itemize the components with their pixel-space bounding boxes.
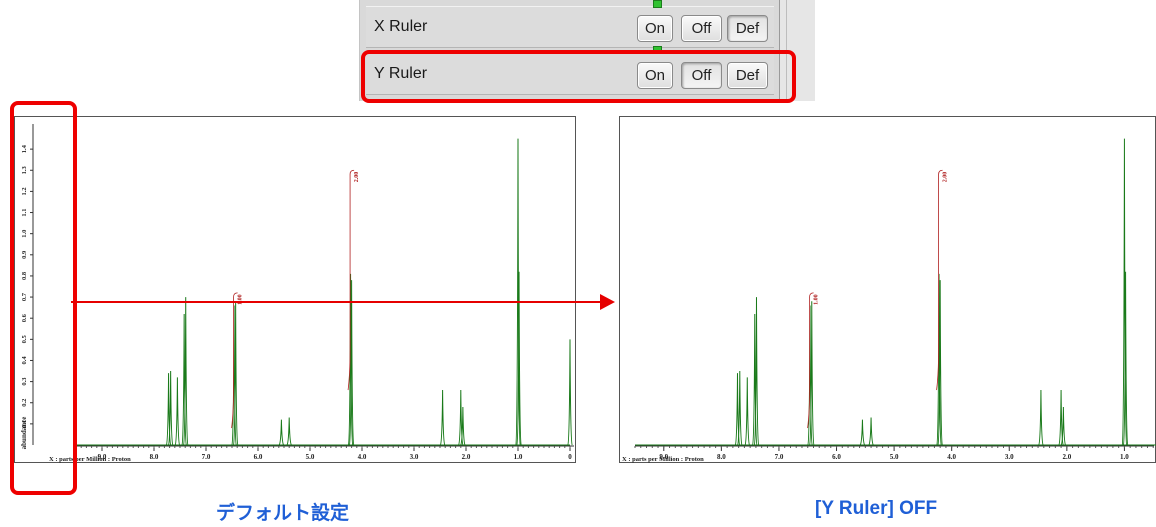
y-tick-label: 1.2 — [21, 187, 28, 195]
integral-label: 1.00 — [238, 294, 244, 305]
y-ruler-label: Y Ruler — [374, 65, 428, 82]
spectrum-peak — [744, 377, 750, 446]
comparison-arrow — [71, 301, 602, 303]
y-ruler-highlight-box — [361, 50, 796, 103]
x-tick-label: 7.0 — [775, 453, 784, 461]
spectrum-peak — [807, 305, 813, 446]
x-tick-label: 8.0 — [717, 453, 726, 461]
spectrum-peak — [936, 273, 942, 446]
spectrum-default: 9.0 8.0 7.0 6.0 5.0 4.0 3.0 2.0 1.0 0 X : parts pe… — [14, 116, 576, 463]
spectrum-peak — [181, 313, 187, 446]
spectrum-peak — [567, 339, 573, 446]
spectrum-peak — [1121, 138, 1128, 446]
spectrum-peak — [1060, 406, 1067, 446]
x-tick-label: 4.0 — [947, 453, 956, 461]
x-tick-label: 2.0 — [1062, 453, 1071, 461]
spectrum-yruler-off: 9.0 8.0 7.0 6.0 5.0 4.0 3.0 2.0 1.0 X : parts per… — [619, 116, 1156, 463]
x-tick-label: 8.0 — [150, 453, 159, 461]
y-tick-label: 0.3 — [21, 377, 28, 386]
integral-label: 2.00 — [354, 172, 360, 183]
arrow-head-icon — [600, 294, 615, 310]
spectrum-peak — [286, 417, 292, 446]
spectrum-peak — [167, 371, 174, 446]
spectrum-peak — [231, 305, 237, 446]
x-tick-label: 4.0 — [358, 453, 367, 461]
spectrum-peak — [348, 280, 355, 446]
x-tick-label: 9.0 — [659, 453, 668, 461]
x-tick-label: 6.0 — [832, 453, 841, 461]
x-tick-label: 5.0 — [306, 453, 315, 461]
y-tick-label: 1.3 — [21, 165, 28, 174]
caption-default: デフォルト設定 — [216, 503, 350, 524]
spectrum-peak — [439, 390, 446, 446]
x-tick-label: 9.0 — [98, 453, 107, 461]
spectrum-default-plot: 9.0 8.0 7.0 6.0 5.0 4.0 3.0 2.0 1.0 0X : parts pe… — [14, 116, 576, 463]
x-axis-label: X : parts per Million : Proton — [49, 456, 131, 463]
x-tick-label: 1.0 — [514, 453, 523, 461]
y-tick-label: 0.8 — [21, 271, 28, 280]
y-tick-label: 1.4 — [21, 144, 28, 153]
y-tick-label: 0.2 — [21, 399, 28, 407]
x-tick-label: 2.0 — [462, 453, 471, 461]
spectrum-peak — [753, 297, 760, 446]
y-tick-label: 1.1 — [21, 208, 28, 216]
integral-curve — [347, 169, 355, 391]
spectrum-peak — [868, 417, 874, 446]
spectrum-peak — [1038, 390, 1044, 446]
caption-yruler-off: [Y Ruler] OFF — [815, 498, 938, 519]
spectrum-peak — [278, 419, 285, 446]
x-ruler-row: X Ruler On Off Def — [366, 6, 774, 48]
x-tick-label: 3.0 — [1005, 453, 1014, 461]
spectrum-peak — [859, 419, 866, 446]
spectrum-peak — [809, 301, 815, 446]
spectrum-peak — [737, 371, 743, 446]
y-tick-label: 0.1 — [21, 420, 28, 428]
y-tick-label: 1.0 — [21, 230, 28, 238]
status-indicator-icon — [653, 0, 662, 8]
x-ruler-label: X Ruler — [374, 18, 428, 35]
spectrum-peak — [515, 138, 521, 446]
integral-label: 2.00 — [943, 172, 949, 183]
plot-frame — [619, 116, 1156, 463]
y-axis-highlight-box — [10, 101, 77, 495]
x-ruler-off-button[interactable]: Off — [681, 15, 722, 42]
x-ruler-on-button[interactable]: On — [637, 15, 673, 42]
spectrum-peak — [1122, 271, 1129, 446]
spectrum-peak — [516, 271, 522, 446]
spectrum-peak — [937, 280, 943, 446]
x-tick-label: 0 — [568, 453, 572, 461]
y-ruler-on-button[interactable]: On — [637, 62, 673, 89]
y-tick-label: 0.5 — [21, 335, 28, 344]
plot-frame — [14, 116, 576, 463]
y-ruler-off-button[interactable]: Off — [681, 62, 722, 89]
y-tick-label: 0.9 — [21, 250, 28, 259]
x-tick-label: 5.0 — [890, 453, 899, 461]
y-tick-label: 0.4 — [21, 356, 28, 365]
y-tick-label: 0.7 — [21, 292, 28, 301]
spectrum-peak — [347, 273, 354, 446]
y-ruler-row: Y Ruler On Off Def — [366, 53, 774, 95]
x-tick-label: 1.0 — [1120, 453, 1129, 461]
y-tick-label: 0.6 — [21, 313, 28, 322]
x-tick-label: 6.0 — [254, 453, 263, 461]
x-tick-label: 7.0 — [202, 453, 211, 461]
x-ruler-def-button[interactable]: Def — [727, 15, 768, 42]
spectrum-peak — [752, 313, 758, 446]
y-ruler-def-button[interactable]: Def — [727, 62, 768, 89]
spectrum-peak — [183, 297, 189, 446]
spectrum-yruler-off-plot: 9.0 8.0 7.0 6.0 5.0 4.0 3.0 2.0 1.0 X : parts per… — [619, 116, 1156, 463]
spectrum-peak — [165, 373, 172, 446]
y-axis-label: abundance — [20, 417, 28, 450]
integral-curve — [231, 292, 238, 429]
integral-label: 1.00 — [814, 294, 820, 305]
integral-curve — [936, 169, 943, 391]
integral-curve — [807, 292, 814, 429]
spectrum-peak — [460, 406, 466, 446]
spectrum-peak — [174, 377, 181, 446]
x-tick-label: 3.0 — [410, 453, 419, 461]
x-axis-label: X : parts per Million : Proton — [622, 456, 704, 463]
